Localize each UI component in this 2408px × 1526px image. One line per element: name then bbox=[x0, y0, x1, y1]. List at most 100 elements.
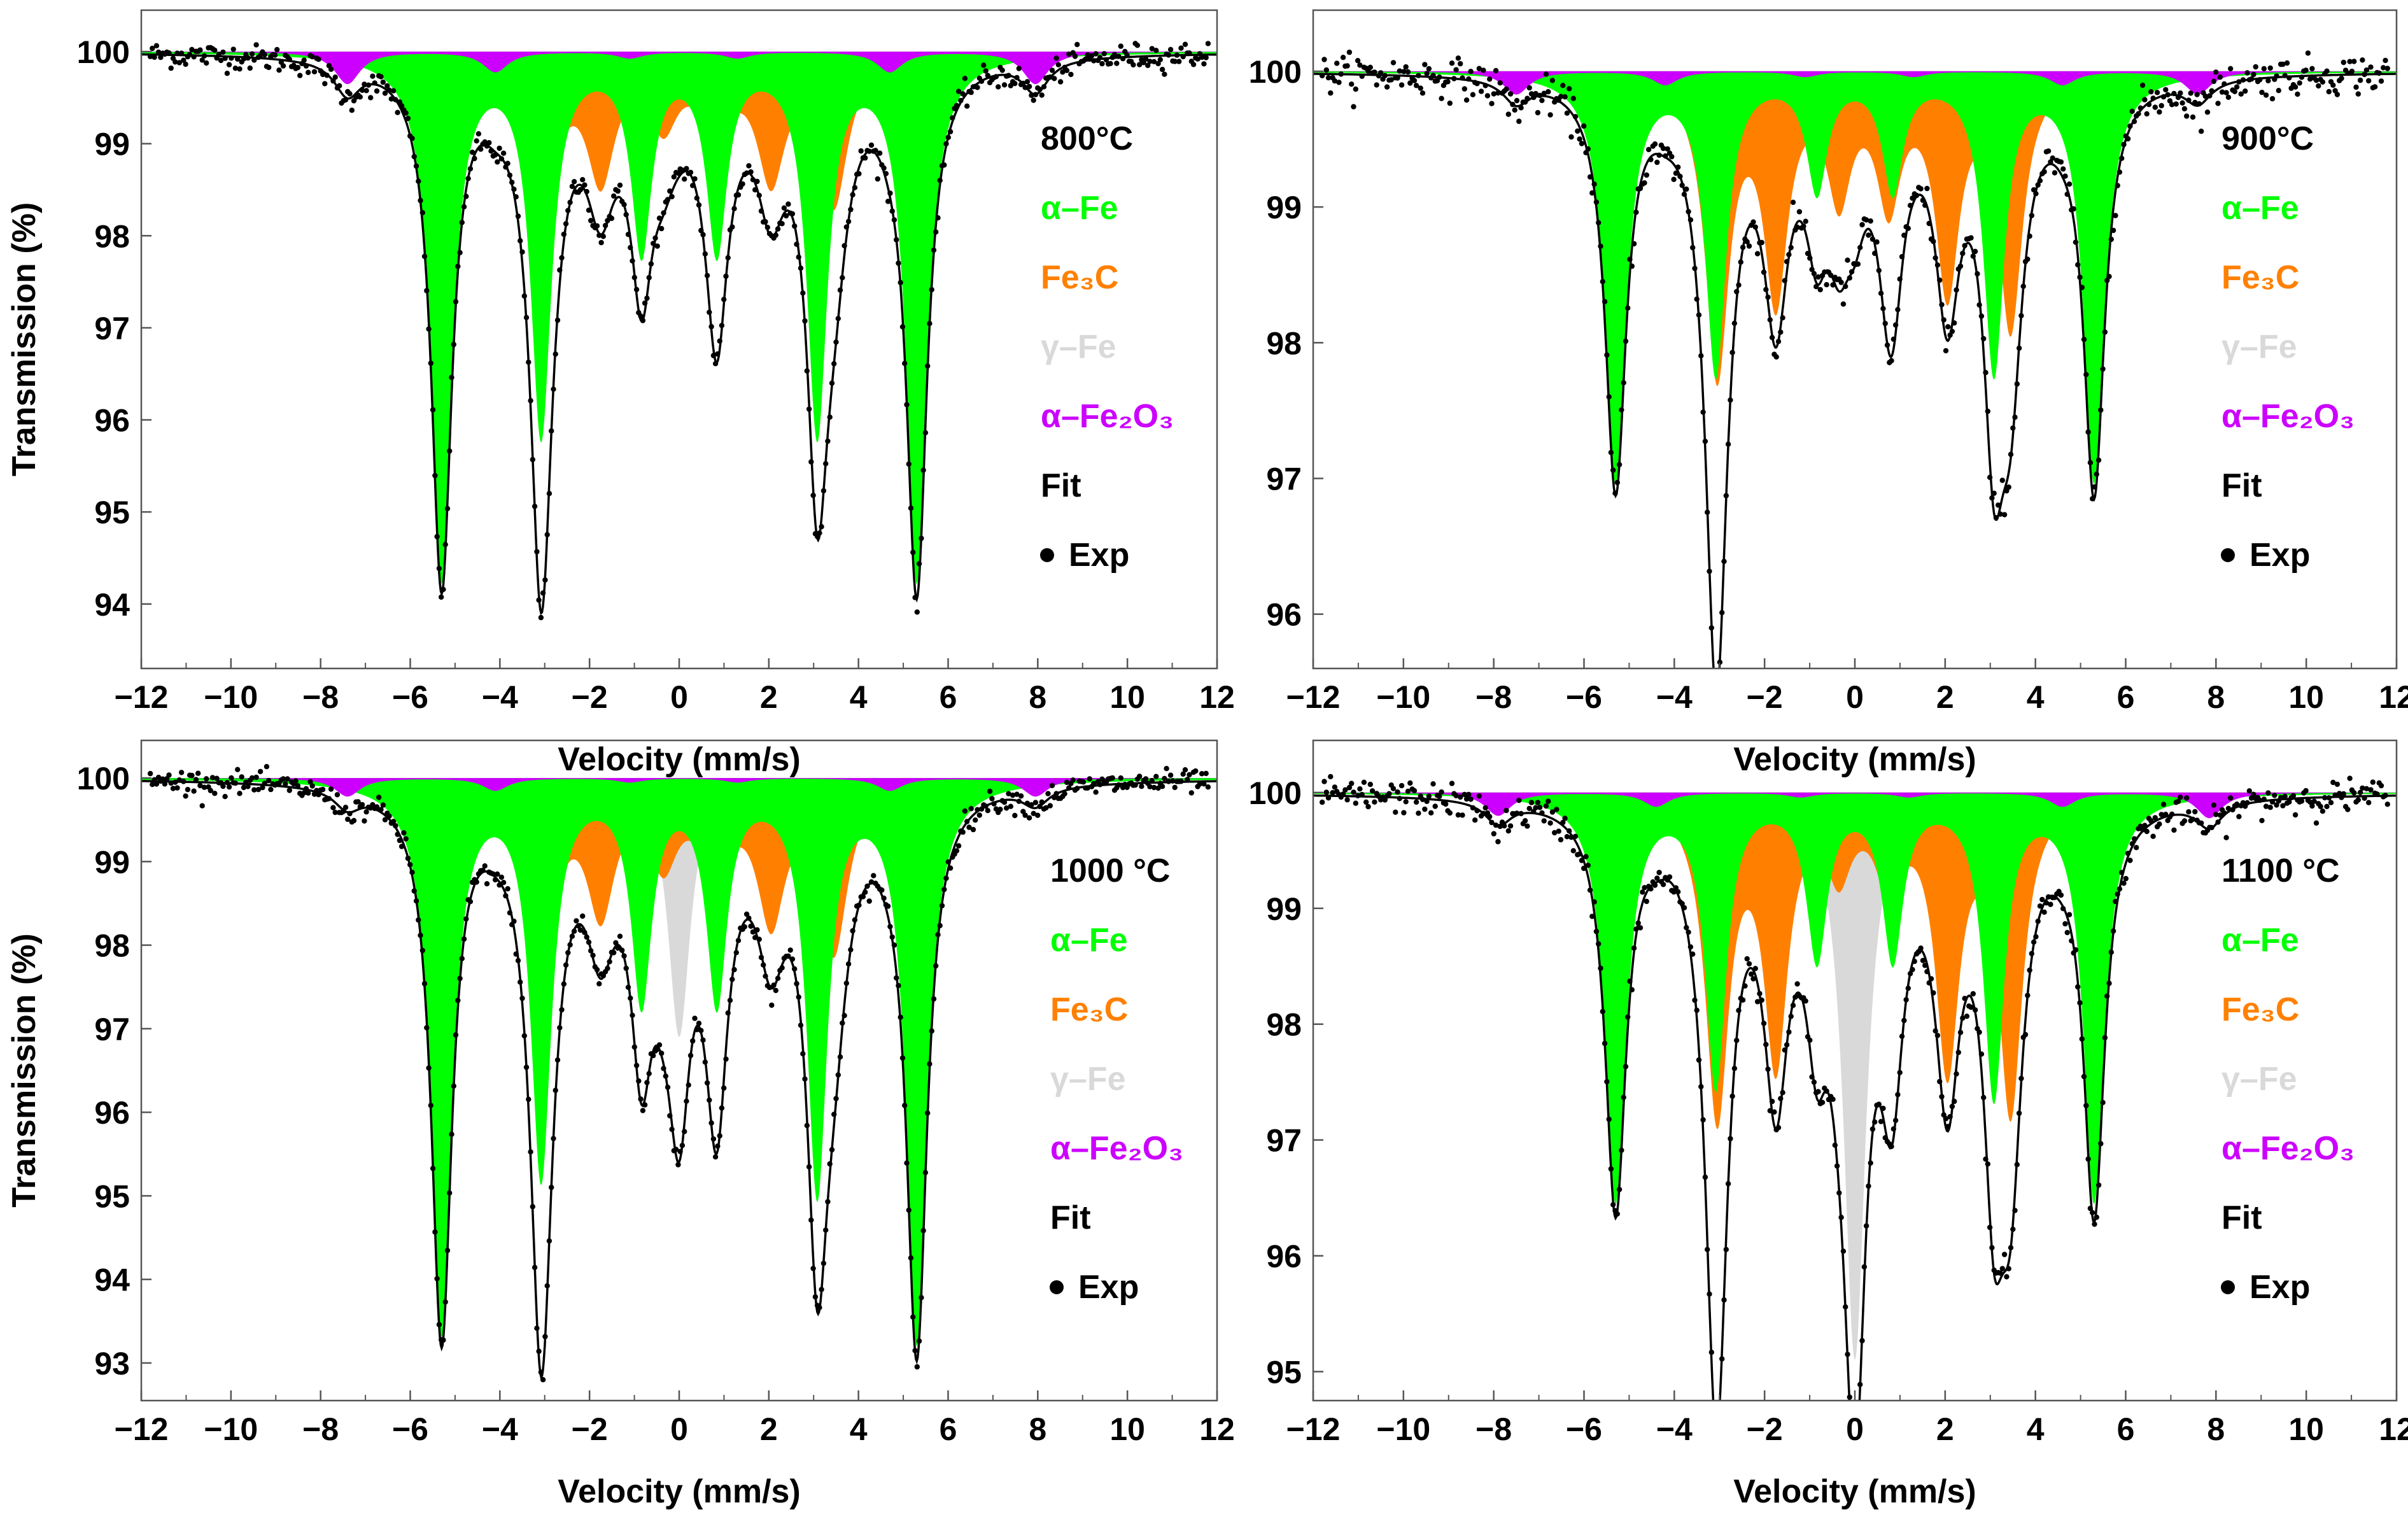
y-tick-label: 95 bbox=[1266, 1355, 1302, 1390]
exp-point bbox=[954, 102, 960, 108]
exp-point bbox=[193, 777, 199, 782]
exp-point bbox=[1577, 851, 1582, 857]
exp-point bbox=[1022, 85, 1028, 90]
exp-point bbox=[1481, 67, 1486, 73]
exp-point bbox=[413, 898, 419, 904]
exp-point bbox=[2366, 800, 2372, 805]
exp-point bbox=[2178, 90, 2183, 96]
exp-point bbox=[1016, 66, 1022, 71]
x-tick-label: 2 bbox=[1936, 1411, 1954, 1447]
exp-point bbox=[908, 1255, 914, 1261]
exp-point bbox=[1132, 782, 1138, 788]
exp-point bbox=[1926, 980, 1932, 986]
exp-point bbox=[1708, 625, 1714, 631]
exp-point bbox=[314, 788, 320, 793]
exp-point bbox=[1824, 1088, 1829, 1094]
exp-point bbox=[301, 57, 307, 63]
exp-point bbox=[418, 197, 423, 204]
exp-point bbox=[798, 265, 804, 271]
exp-point bbox=[863, 155, 868, 161]
exp-point bbox=[1165, 52, 1172, 58]
exp-point bbox=[449, 1131, 454, 1137]
exp-point bbox=[1562, 816, 1568, 821]
exp-point bbox=[910, 1314, 916, 1320]
x-tick-label: 10 bbox=[2288, 679, 2324, 715]
exp-point bbox=[2041, 169, 2047, 174]
exp-point bbox=[440, 1337, 446, 1343]
exp-point bbox=[1178, 779, 1184, 784]
exp-point bbox=[1512, 107, 1517, 113]
exp-point bbox=[729, 224, 735, 230]
exp-point bbox=[1328, 90, 1334, 96]
exp-point bbox=[241, 56, 247, 62]
exp-point bbox=[386, 813, 392, 819]
exp-point bbox=[1809, 1074, 1815, 1080]
exp-point bbox=[2341, 59, 2346, 66]
exp-point bbox=[1367, 64, 1373, 71]
exp-point bbox=[567, 942, 573, 948]
exp-point bbox=[509, 180, 515, 185]
exp-point bbox=[2305, 50, 2311, 56]
exp-point bbox=[798, 1022, 804, 1028]
exp-point bbox=[382, 90, 388, 96]
exp-point bbox=[189, 46, 195, 53]
exp-point bbox=[1172, 784, 1178, 791]
exp-point bbox=[1074, 41, 1080, 48]
exp-point bbox=[1819, 1099, 1826, 1105]
x-axis-label: Velocity (mm/s) bbox=[1733, 741, 1976, 778]
exp-point bbox=[773, 987, 779, 994]
exp-point bbox=[2276, 88, 2281, 94]
exp-point bbox=[2150, 95, 2156, 101]
exp-point bbox=[320, 71, 326, 78]
exp-point bbox=[559, 255, 565, 261]
exp-point bbox=[518, 238, 523, 244]
exp-point bbox=[2374, 791, 2380, 797]
exp-point bbox=[1889, 1143, 1894, 1150]
exp-point bbox=[2184, 113, 2190, 119]
exp-point bbox=[2025, 993, 2031, 998]
exp-point bbox=[1824, 282, 1829, 288]
exp-point bbox=[1020, 80, 1026, 87]
exp-point bbox=[943, 875, 949, 881]
y-tick-label: 96 bbox=[94, 1095, 130, 1131]
exp-point bbox=[2278, 795, 2284, 801]
exp-point bbox=[1478, 88, 1484, 94]
exp-point bbox=[594, 223, 600, 229]
exp-point bbox=[419, 947, 425, 954]
exp-point bbox=[1794, 224, 1800, 230]
exp-point bbox=[1945, 1124, 1951, 1129]
exp-point bbox=[1993, 515, 1999, 521]
exp-point bbox=[947, 865, 954, 871]
exp-point bbox=[2246, 788, 2252, 794]
exp-point bbox=[904, 1160, 910, 1166]
exp-point bbox=[2295, 91, 2300, 97]
exp-point bbox=[968, 89, 974, 95]
exp-point bbox=[1470, 805, 1476, 811]
legend-item-alpha_fe: α–Fe bbox=[2221, 190, 2299, 227]
exp-point bbox=[1178, 45, 1184, 51]
exp-point bbox=[1526, 805, 1532, 812]
exp-point bbox=[1811, 271, 1817, 276]
exp-point bbox=[1502, 823, 1507, 829]
exp-point bbox=[715, 1143, 721, 1149]
exp-point bbox=[735, 192, 742, 198]
exp-point bbox=[1895, 307, 1901, 313]
exp-point bbox=[554, 1057, 561, 1063]
exp-point bbox=[997, 807, 1003, 812]
exp-point bbox=[486, 140, 492, 146]
exp-point bbox=[2238, 91, 2244, 97]
exp-point bbox=[906, 461, 912, 467]
exp-point bbox=[349, 108, 355, 113]
exp-point bbox=[1742, 983, 1748, 989]
exp-point bbox=[973, 817, 978, 823]
legend-item-exp: Exp bbox=[2250, 1269, 2310, 1306]
exp-point bbox=[1006, 791, 1011, 796]
exp-point bbox=[783, 213, 789, 219]
exp-point bbox=[1702, 1174, 1708, 1180]
exp-point bbox=[1460, 812, 1465, 818]
exp-point bbox=[829, 380, 835, 386]
exp-point bbox=[1815, 1089, 1821, 1094]
exp-point bbox=[1957, 263, 1964, 269]
exp-point bbox=[1006, 73, 1011, 78]
y-tick-label: 98 bbox=[1266, 1007, 1302, 1043]
